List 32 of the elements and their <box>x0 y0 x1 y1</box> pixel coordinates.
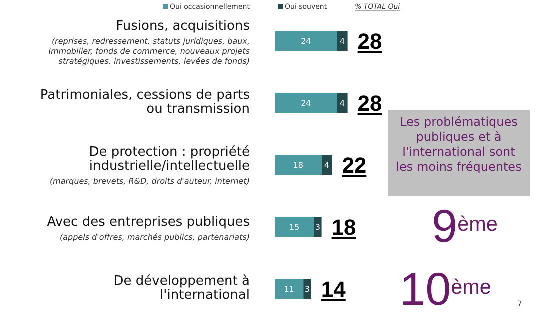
data-label: 3 <box>304 285 310 294</box>
total-label: 22 <box>342 153 367 178</box>
total-label: 14 <box>321 277 347 302</box>
data-label: 24 <box>301 99 312 108</box>
bar <box>337 93 348 113</box>
bar <box>275 217 314 237</box>
text: Les problématiques publiques et à l'international sont les moins fréquentes <box>396 115 522 174</box>
data-label: 18 <box>293 161 304 170</box>
bar <box>337 31 348 51</box>
bar <box>275 93 338 113</box>
y-tick-label: Avec des entreprises publiques (appels d'offres, marchés publics, partenariats) <box>47 215 250 242</box>
data-label: 4 <box>340 37 346 46</box>
total-label: 18 <box>332 215 356 240</box>
total-label: 28 <box>358 91 382 116</box>
bar <box>275 155 322 175</box>
data-label: 11 <box>284 285 294 294</box>
text: 9$^{ème}$ <box>432 200 498 252</box>
y-tick-label: Patrimoniales, cessions de parts ou transmission <box>40 88 250 117</box>
bar <box>304 279 312 299</box>
data-label: 15 <box>289 223 300 232</box>
y-tick-label: Fusions, acquisitions (reprises, redressement, statuts juridiques, baux, immobilier, fonds de commerce, nouveaux projets stratégiques, investissements, levées de fonds) <box>48 19 250 66</box>
bar <box>275 279 304 299</box>
data-label: 24 <box>301 37 312 46</box>
text: 10$^{ème}$ <box>400 263 492 315</box>
bar <box>275 31 338 51</box>
bar <box>314 217 322 237</box>
data-label: 4 <box>340 99 346 108</box>
data-label: 4 <box>324 161 330 170</box>
y-tick-label: De protection : propriété industrielle/intellectuelle (marques, brevets, R&D, droits d'auteur, internet) <box>50 145 250 186</box>
total-label: 28 <box>358 29 382 54</box>
data-label: 3 <box>315 223 320 232</box>
y-tick-label: De développement à l'international <box>114 274 250 303</box>
